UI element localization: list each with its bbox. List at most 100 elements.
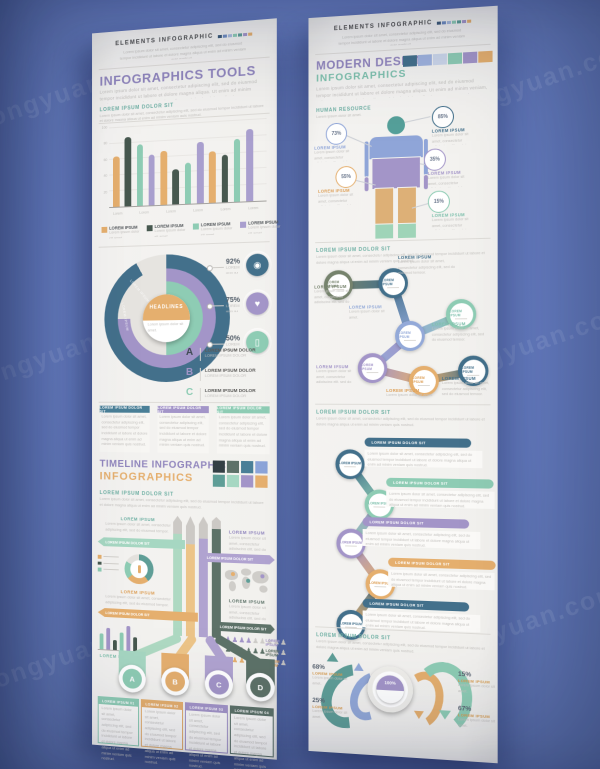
hr-stat-circle: 55% bbox=[335, 165, 357, 189]
snake-bar-label: LOREM IPSUM DOLOR SIT bbox=[369, 519, 424, 526]
color-swatch bbox=[237, 32, 242, 37]
hr-stat-value: 15% bbox=[433, 198, 444, 205]
color-swatch bbox=[226, 460, 240, 474]
color-swatch bbox=[226, 474, 240, 488]
divider bbox=[98, 401, 270, 404]
legend-swatch bbox=[97, 554, 102, 559]
legend-subtext: Lorem ipsum dolor sit amet. bbox=[200, 226, 233, 236]
snake-label: LOREM IPSUM bbox=[340, 621, 362, 627]
legend-subtext: Lorem ipsum dolor sit amet. bbox=[154, 227, 186, 237]
hr-stat-circle: 35% bbox=[423, 148, 446, 172]
hr-stat-circle: 73% bbox=[325, 122, 348, 146]
color-swatch bbox=[247, 31, 252, 36]
node-line bbox=[344, 466, 356, 468]
branch-arrow-label: LOREM IPSUM DOLOR SIT bbox=[105, 539, 150, 546]
mini-bar bbox=[99, 633, 104, 650]
connector-line bbox=[404, 116, 431, 123]
column-header: LOREM IPSUM DOLOR SIT bbox=[216, 406, 270, 414]
branch-arrow-label: LOREM IPSUM DOLOR SIT bbox=[219, 624, 267, 632]
snake-text-box: Lorem ipsum dolor sit amet, consectetur … bbox=[386, 489, 495, 510]
section-subtext: Lorem ipsum dolor sit amet, consectetur … bbox=[316, 416, 485, 427]
figure-shoulders bbox=[369, 135, 423, 160]
node-line bbox=[417, 385, 430, 387]
section-subtext: Lorem ipsum dolor sit amet, consectetur … bbox=[99, 496, 264, 510]
x-axis-tick: Lorem bbox=[220, 207, 231, 212]
network-text: Lorem ipsum dolor sit amet, consectetur … bbox=[316, 369, 352, 384]
figure-foot-left bbox=[375, 224, 394, 239]
x-axis-tick: Lorem bbox=[166, 209, 176, 214]
bar bbox=[124, 137, 132, 207]
bar bbox=[196, 142, 204, 204]
color-swatch bbox=[241, 475, 254, 488]
node-line bbox=[387, 287, 400, 289]
branch-text: Lorem ipsum dolor sit amet, consectetur … bbox=[105, 594, 171, 608]
network-text: Lorem ipsum dolor sit amet. bbox=[349, 309, 385, 320]
y-axis-tick: 20 bbox=[103, 190, 108, 195]
world-map bbox=[224, 568, 272, 596]
legend-line bbox=[102, 568, 119, 571]
network-text: Lorem ipsum dolor sit amet. bbox=[386, 392, 433, 398]
stat-dot bbox=[206, 265, 213, 272]
bar bbox=[148, 154, 155, 206]
snake-bar-label: LOREM IPSUM DOLOR SIT bbox=[369, 601, 424, 608]
network-text: Lorem ipsum dolor sit amet, consectetur … bbox=[431, 326, 485, 341]
color-swatch-grid bbox=[212, 460, 268, 488]
node-line bbox=[345, 545, 357, 547]
legend-swatch bbox=[192, 223, 199, 230]
color-swatch bbox=[451, 20, 456, 24]
y-axis-tick: 80 bbox=[103, 141, 108, 146]
legend-row bbox=[97, 567, 119, 572]
color-swatch bbox=[447, 52, 463, 65]
network-node: LOREM IPSUM bbox=[395, 320, 425, 352]
stat-line bbox=[211, 266, 224, 269]
bar bbox=[184, 162, 192, 204]
branch-arrow-left: LOREM IPSUM DOLOR SIT bbox=[98, 608, 198, 622]
node-line bbox=[366, 372, 379, 374]
y-axis-tick: 40 bbox=[103, 173, 108, 179]
mini-bar bbox=[119, 632, 124, 651]
snake-bar: LOREM IPSUM DOLOR SIT bbox=[362, 598, 470, 612]
network-node-center: LOREM IPSUM bbox=[381, 271, 405, 295]
legend-line bbox=[102, 556, 119, 558]
flow-stat: 68% LOREM IPSUM Lorem ipsum dolor sit am… bbox=[312, 664, 349, 687]
section-subtext: Lorem ipsum dolor sit amet, consectetur … bbox=[316, 639, 485, 654]
color-swatch bbox=[242, 32, 247, 36]
legend-swatch bbox=[146, 225, 153, 232]
network-label-block: LOREM IPSUM Lorem ipsum dolor sit amet, c… bbox=[442, 376, 493, 395]
network-node-center: LOREM IPSUM bbox=[398, 324, 422, 348]
flow-center-circle: 100% bbox=[376, 674, 404, 705]
snake-circle-center: LOREM IPSUM bbox=[339, 531, 363, 556]
column-body: Lorem ipsum dolor sit amet, consectetur … bbox=[99, 412, 150, 453]
letter-circle-fill: D bbox=[250, 676, 271, 699]
figure-leg-left bbox=[375, 188, 394, 225]
map-pin bbox=[260, 574, 265, 579]
snake-bar: LOREM IPSUM DOLOR SIT bbox=[362, 517, 470, 529]
network-text: Lorem ipsum dolor sit amet, consectetur … bbox=[441, 380, 490, 396]
legend-subtext: Lorem ipsum dolor sit amet. bbox=[248, 224, 281, 234]
map-pin bbox=[246, 578, 251, 583]
legend-row bbox=[97, 561, 119, 565]
snake-bar: LOREM IPSUM DOLOR SIT bbox=[386, 477, 494, 489]
flow-stat: 67% LOREM IPSUM Lorem ipsum dolor sit am… bbox=[458, 705, 497, 729]
divider bbox=[315, 403, 491, 406]
section-heading: LOREM IPSUM DOLOR SIT bbox=[316, 409, 391, 416]
figure-torso bbox=[372, 157, 420, 190]
mini-donut-glyph bbox=[137, 565, 141, 574]
info-box-body: Lorem ipsum dolor sit amet, consectetur … bbox=[233, 715, 268, 769]
snake-bar-label: LOREM IPSUM DOLOR SIT bbox=[393, 480, 448, 486]
color-swatch bbox=[212, 474, 225, 487]
people-label: LOREM IPSUM bbox=[265, 638, 280, 648]
column-body: Lorem ipsum dolor sit amet, consectetur … bbox=[157, 412, 209, 454]
hr-stat-circle: 85% bbox=[431, 105, 454, 129]
branch-arrow-label: LOREM IPSUM DOLOR SIT bbox=[206, 555, 254, 562]
node-line bbox=[403, 339, 416, 341]
hr-stat-label-block: LOREM IPSUM Lorem ipsum dolor sit amet, … bbox=[432, 127, 476, 146]
node-label: LOREM IPSUM bbox=[412, 375, 425, 384]
mini-bar bbox=[106, 627, 111, 650]
person-icon: ♟ bbox=[252, 637, 260, 646]
mini-bar-chart bbox=[99, 624, 138, 652]
map-pin bbox=[230, 571, 235, 577]
divider bbox=[199, 387, 201, 402]
legend-row bbox=[97, 554, 119, 559]
color-swatch bbox=[212, 460, 225, 473]
